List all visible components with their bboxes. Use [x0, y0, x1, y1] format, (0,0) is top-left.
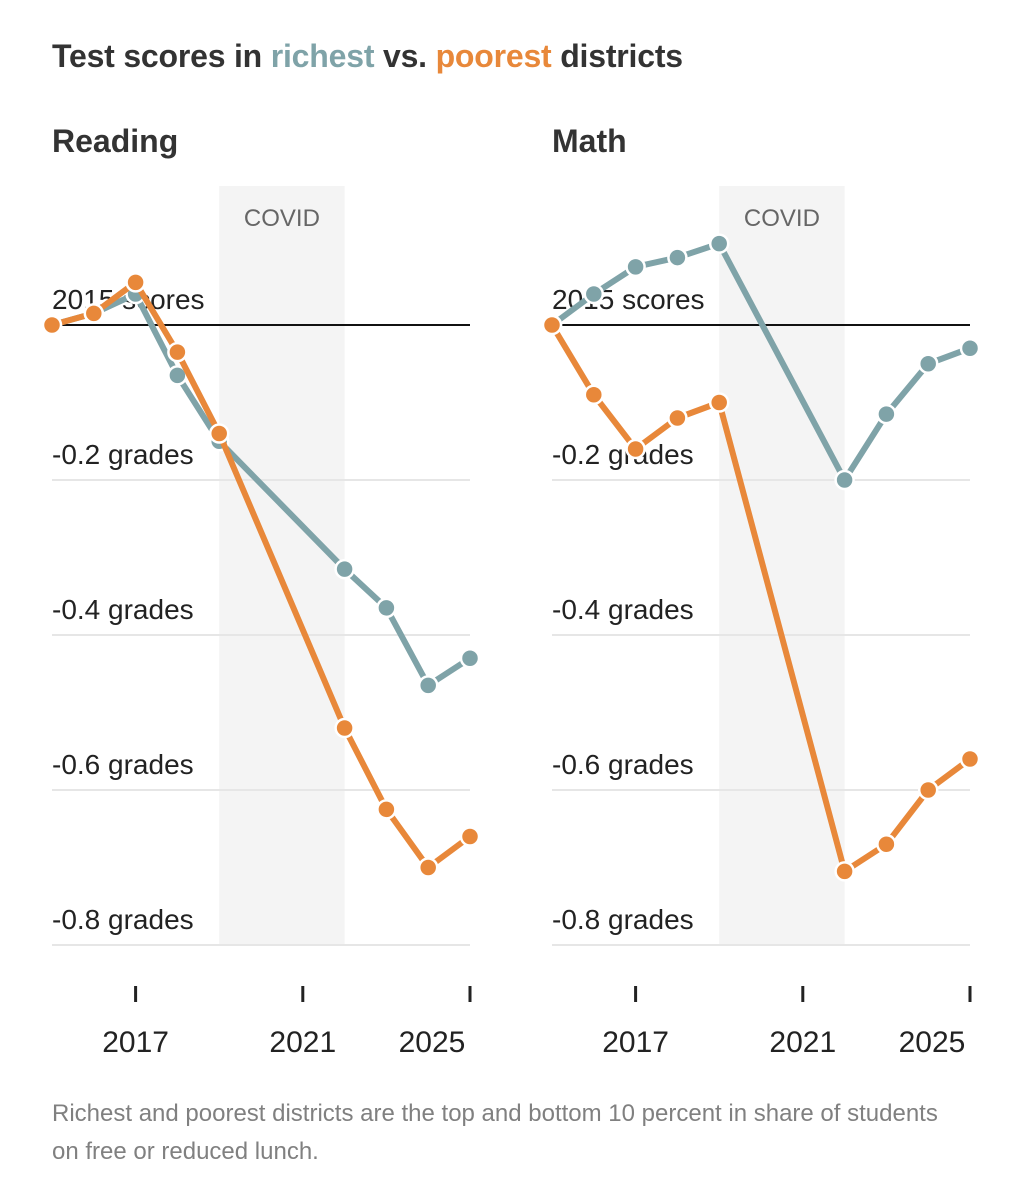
data-point-richest — [376, 597, 397, 619]
data-point-poorest — [167, 341, 188, 363]
covid-label: COVID — [744, 205, 820, 232]
y-tick-label: -0.8 grades — [552, 904, 694, 935]
y-tick-label: -0.2 grades — [552, 439, 694, 470]
panel-math: Math COVID -0.2 grades -0.4 grades -0.6 grad… — [541, 123, 981, 1059]
panel-title: Reading — [52, 123, 178, 159]
title-richest: richest — [270, 38, 375, 74]
data-point-poorest — [876, 834, 897, 855]
covid-band — [719, 186, 845, 946]
y-tick-label: -0.6 grades — [52, 749, 194, 780]
chart-title: Test scores in richest vs. poorest distr… — [52, 38, 683, 75]
data-point-poorest — [417, 857, 439, 878]
data-point-poorest — [541, 314, 563, 336]
title-poorest: poorest — [435, 38, 552, 74]
data-point-poorest — [667, 407, 688, 429]
data-point-poorest — [334, 717, 355, 739]
data-point-richest — [917, 353, 939, 374]
data-point-richest — [417, 675, 439, 696]
data-point-richest — [959, 338, 981, 359]
data-point-poorest — [917, 779, 939, 801]
data-point-poorest — [459, 826, 481, 847]
x-tick-label: 2025 — [899, 1026, 966, 1059]
x-tick-label: 2021 — [269, 1026, 336, 1059]
y-tick-label: -0.4 grades — [52, 594, 194, 625]
data-point-poorest — [834, 861, 855, 882]
charts-canvas: Reading COVID -0.2 grades -0.4 grades -0.6 g… — [41, 123, 981, 1059]
y-tick-label: -0.4 grades — [552, 594, 694, 625]
data-point-richest — [625, 256, 646, 278]
data-point-poorest — [376, 799, 397, 820]
data-point-richest — [459, 648, 481, 669]
covid-band — [219, 186, 345, 946]
y-tick-label: -0.8 grades — [52, 904, 194, 935]
data-point-richest — [708, 233, 730, 254]
data-point-richest — [834, 469, 855, 491]
x-tick-label: 2017 — [102, 1026, 169, 1059]
title-middle: vs. — [374, 38, 436, 74]
data-point-poorest — [41, 314, 63, 336]
data-point-poorest — [83, 303, 105, 324]
title-suffix: districts — [551, 38, 683, 74]
data-point-poorest — [708, 392, 730, 413]
data-point-poorest — [625, 438, 646, 460]
y-tick-label: -0.2 grades — [52, 439, 194, 470]
data-point-richest — [667, 247, 688, 268]
title-prefix: Test scores in — [52, 38, 271, 74]
data-point-richest — [334, 558, 355, 580]
data-point-poorest — [583, 384, 605, 405]
data-point-poorest — [125, 272, 146, 293]
panel-reading: Reading COVID -0.2 grades -0.4 grades -0.6 g… — [41, 123, 481, 1059]
footnote: Richest and poorest districts are the to… — [52, 1100, 938, 1165]
x-tick-label: 2021 — [769, 1026, 836, 1059]
data-point-poorest — [208, 423, 230, 444]
data-point-richest — [876, 403, 897, 425]
x-tick-label: 2017 — [602, 1026, 669, 1059]
panel-title: Math — [552, 123, 627, 159]
covid-label: COVID — [244, 205, 320, 232]
y-tick-label: -0.6 grades — [552, 749, 694, 780]
data-point-richest — [583, 283, 605, 305]
x-tick-label: 2025 — [399, 1026, 466, 1059]
data-point-poorest — [959, 748, 981, 770]
